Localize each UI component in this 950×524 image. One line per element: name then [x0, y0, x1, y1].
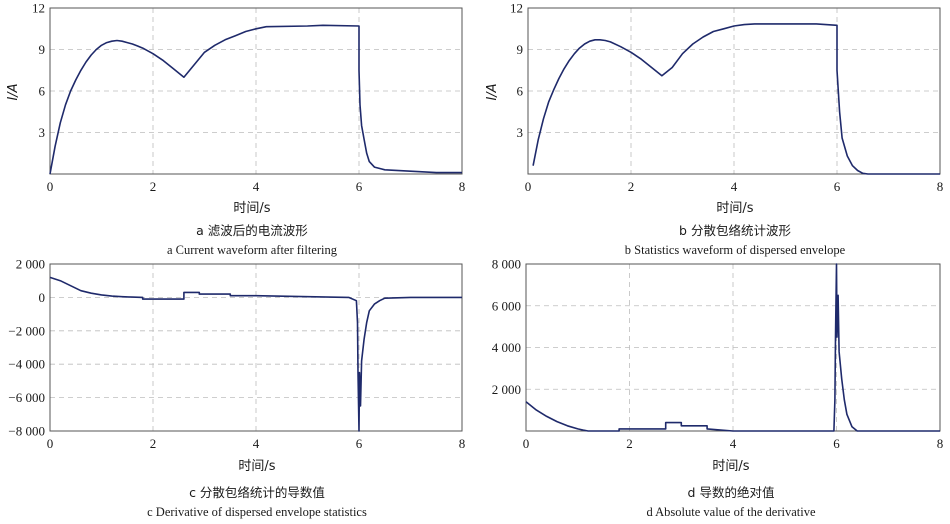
- plot-area-c: 0 2 4 6 8 −8 000 −6 000 −4 000 −2 000 0 2 000: [8, 257, 465, 452]
- caption-cn-c: c 分散包络统计的导数值: [189, 485, 325, 500]
- plot-area-a: 0 2 4 6 8 3 6 9 12: [32, 1, 465, 195]
- x-tick-label-c: 0: [47, 436, 54, 451]
- panel-b: 0 2 4 6 8 3 6 9 12 时间/s I/A b 分散包络统计波形 b Statist…: [485, 1, 943, 258]
- caption-en-c: c Derivative of dispersed envelope stati…: [147, 505, 367, 519]
- y-tick-label-b: 6: [517, 84, 524, 99]
- y-tick-label-b: 9: [517, 42, 524, 57]
- x-tick-label-a: 8: [459, 179, 466, 194]
- x-tick-label-c: 8: [459, 436, 466, 451]
- panel-a: 0 2 4 6 8 3 6 9 12 时间/s I/A a 滤波后的电流波形 a Current…: [6, 1, 465, 258]
- x-tick-label-c: 6: [356, 436, 363, 451]
- series-line-d: [525, 263, 940, 432]
- plot-area-b: 0 2 4 6 8 3 6 9 12: [510, 1, 943, 195]
- y-tick-label-a: 3: [39, 125, 46, 140]
- ylabel-a: I/A: [6, 83, 21, 100]
- xlabel-d: 时间/s: [712, 459, 749, 474]
- panel-c: 0 2 4 6 8 −8 000 −6 000 −4 000 −2 000 0 2 000 时间/s…: [8, 257, 465, 520]
- x-tick-label-a: 2: [150, 179, 157, 194]
- x-tick-label-a: 6: [356, 179, 363, 194]
- y-tick-label-a: 9: [39, 42, 46, 57]
- y-tick-label-c: −2 000: [8, 323, 45, 338]
- x-tick-label-b: 2: [628, 179, 635, 194]
- x-tick-label-d: 6: [833, 436, 840, 451]
- x-tick-label-d: 4: [730, 436, 737, 451]
- series-line-c: [49, 276, 462, 432]
- y-tick-label-c: 0: [39, 290, 46, 305]
- plot-frame-b: [527, 7, 941, 175]
- caption-en-b: b Statistics waveform of dispersed envel…: [625, 243, 846, 257]
- plot-frame-a: [49, 7, 463, 175]
- y-tick-label-b: 3: [517, 125, 524, 140]
- y-tick-label-d: 2 000: [492, 382, 521, 397]
- caption-en-a: a Current waveform after filtering: [167, 243, 338, 257]
- xlabel-c: 时间/s: [238, 459, 275, 474]
- xlabel-b: 时间/s: [716, 201, 753, 216]
- x-tick-label-c: 4: [253, 436, 260, 451]
- caption-cn-b: b 分散包络统计波形: [679, 223, 791, 238]
- y-tick-label-d: 4 000: [492, 340, 521, 355]
- y-tick-label-c: −8 000: [8, 424, 45, 439]
- y-tick-label-d: 8 000: [492, 257, 521, 272]
- y-tick-label-c: 2 000: [16, 257, 45, 272]
- x-tick-label-d: 2: [626, 436, 633, 451]
- ylabel-b: I/A: [485, 83, 500, 100]
- x-tick-label-d: 0: [523, 436, 530, 451]
- x-tick-label-a: 4: [253, 179, 260, 194]
- y-tick-label-c: −6 000: [8, 390, 45, 405]
- x-tick-label-a: 0: [47, 179, 54, 194]
- series-line-b: [532, 23, 940, 175]
- x-tick-label-b: 0: [525, 179, 532, 194]
- x-tick-label-b: 6: [834, 179, 841, 194]
- y-tick-label-a: 12: [32, 1, 45, 16]
- x-tick-label-b: 8: [937, 179, 944, 194]
- caption-cn-a: a 滤波后的电流波形: [196, 223, 308, 238]
- y-tick-label-b: 12: [510, 1, 523, 16]
- x-tick-label-c: 2: [150, 436, 157, 451]
- caption-cn-d: d 导数的绝对值: [688, 485, 775, 500]
- y-tick-label-c: −4 000: [8, 357, 45, 372]
- x-tick-label-b: 4: [731, 179, 738, 194]
- y-tick-label-a: 6: [39, 84, 46, 99]
- xlabel-a: 时间/s: [233, 201, 270, 216]
- plot-frame-c: [49, 263, 463, 432]
- series-line-a: [49, 24, 462, 175]
- caption-en-d: d Absolute value of the derivative: [646, 505, 816, 519]
- x-tick-label-d: 8: [937, 436, 944, 451]
- plot-area-d: 0 2 4 6 8 2 000 4 000 6 000 8 000: [492, 257, 944, 452]
- y-tick-label-d: 6 000: [492, 298, 521, 313]
